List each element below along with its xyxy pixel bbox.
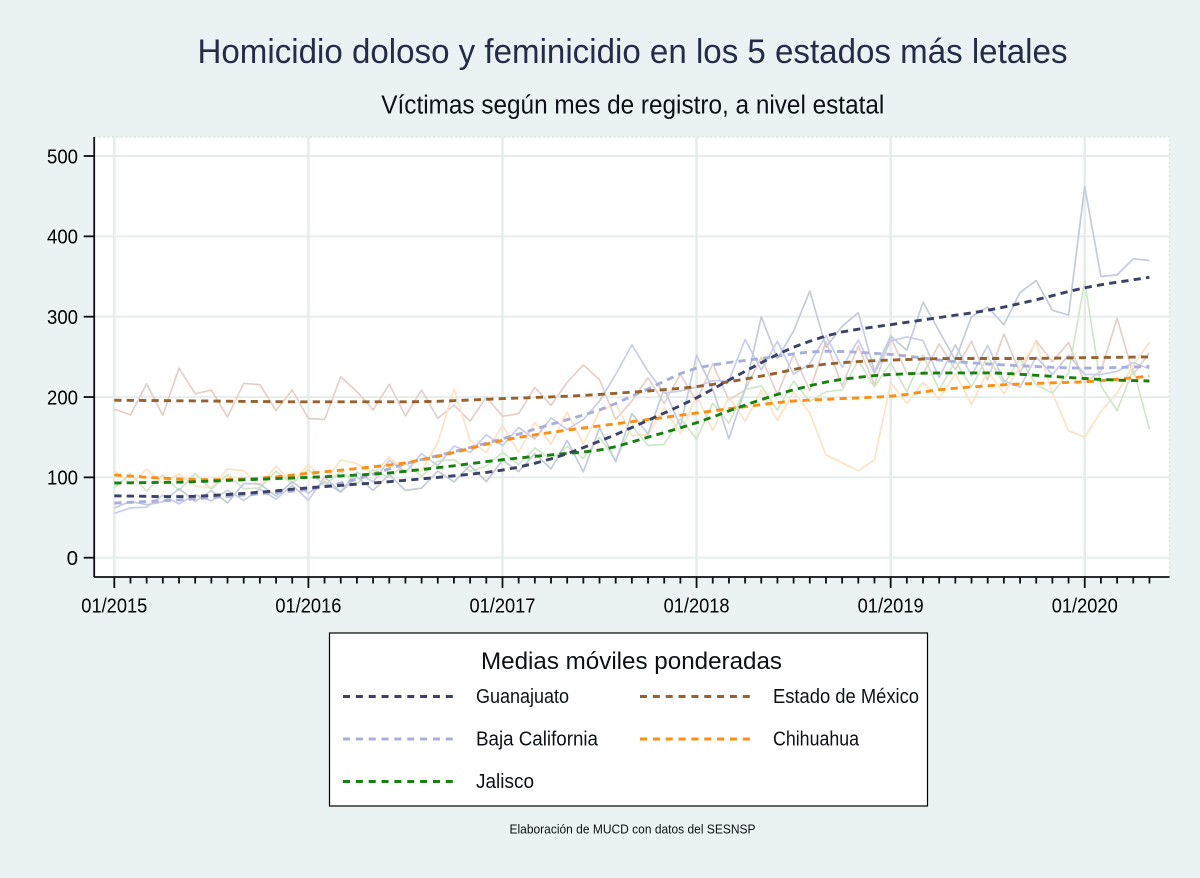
svg-text:Guanajuato: Guanajuato [476, 686, 569, 708]
svg-text:01/2019: 01/2019 [858, 595, 924, 618]
svg-text:Estado de México: Estado de México [773, 686, 919, 708]
svg-text:300: 300 [47, 306, 78, 329]
svg-text:0: 0 [67, 547, 78, 570]
svg-text:01/2015: 01/2015 [81, 595, 147, 618]
svg-text:Homicidio doloso y feminicidio: Homicidio doloso y feminicidio en los 5 … [198, 33, 1068, 71]
svg-text:500: 500 [47, 145, 78, 168]
svg-text:Baja California: Baja California [476, 729, 599, 751]
svg-text:01/2017: 01/2017 [469, 595, 535, 618]
svg-text:Jalisco: Jalisco [476, 771, 534, 793]
svg-text:Elaboración de MUCD con datos: Elaboración de MUCD con datos del SESNSP [510, 822, 756, 837]
svg-text:Víctimas según mes de registro: Víctimas según mes de registro, a nivel … [381, 92, 884, 120]
svg-text:200: 200 [47, 386, 78, 409]
svg-text:100: 100 [47, 467, 78, 490]
svg-text:01/2018: 01/2018 [664, 595, 730, 618]
svg-text:Chihuahua: Chihuahua [773, 729, 860, 751]
svg-text:01/2016: 01/2016 [275, 595, 341, 618]
svg-text:400: 400 [47, 226, 78, 249]
svg-text:01/2020: 01/2020 [1052, 595, 1118, 618]
svg-text:Medias móviles ponderadas: Medias móviles ponderadas [481, 648, 782, 675]
